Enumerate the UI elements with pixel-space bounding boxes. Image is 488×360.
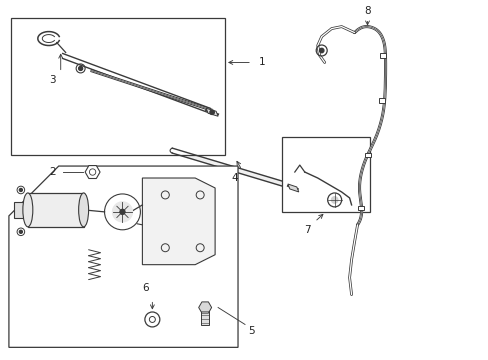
Circle shape <box>319 48 323 53</box>
Circle shape <box>79 67 82 71</box>
Bar <box>379 98 385 103</box>
Ellipse shape <box>79 193 88 227</box>
Circle shape <box>331 197 337 203</box>
Circle shape <box>120 210 125 214</box>
Polygon shape <box>42 35 54 42</box>
Polygon shape <box>287 184 298 192</box>
Text: 3: 3 <box>49 75 56 85</box>
Bar <box>28 193 83 227</box>
Circle shape <box>209 110 214 114</box>
Circle shape <box>20 189 22 192</box>
Circle shape <box>112 202 132 222</box>
Text: 5: 5 <box>248 327 255 336</box>
Text: 4: 4 <box>231 173 238 183</box>
Bar <box>281 137 369 212</box>
Text: 6: 6 <box>142 283 148 293</box>
Ellipse shape <box>23 193 33 227</box>
Polygon shape <box>9 166 238 347</box>
Bar <box>201 307 209 325</box>
Text: 8: 8 <box>364 6 370 15</box>
Bar <box>357 206 363 210</box>
Text: 2: 2 <box>49 167 56 177</box>
Bar <box>380 53 386 58</box>
Polygon shape <box>206 108 218 116</box>
Bar <box>364 153 370 157</box>
Circle shape <box>20 230 22 233</box>
Text: 7: 7 <box>304 225 310 235</box>
Text: 1: 1 <box>258 58 264 67</box>
Bar <box>11 18 224 155</box>
Bar <box>14 202 28 218</box>
Polygon shape <box>172 148 291 189</box>
Polygon shape <box>142 178 215 265</box>
